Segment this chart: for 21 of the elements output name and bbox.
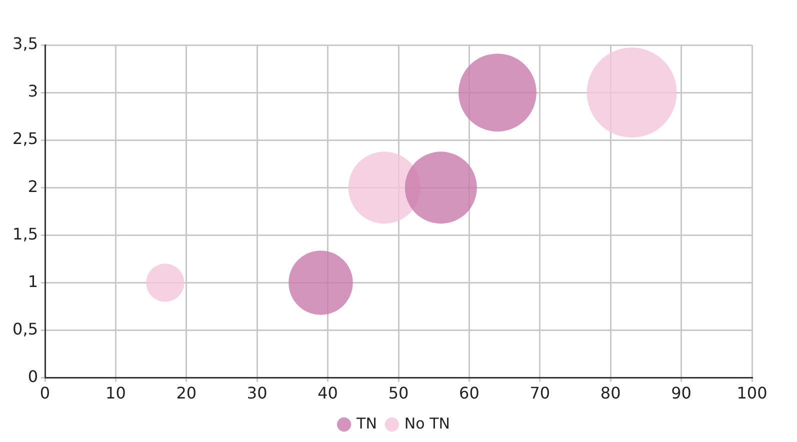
x-tick-label: 20 bbox=[176, 384, 197, 403]
y-tick-label: 3 bbox=[28, 82, 38, 101]
x-tick-label: 40 bbox=[318, 384, 338, 403]
legend-label: No TN bbox=[404, 414, 450, 432]
x-tick-label: 100 bbox=[736, 384, 768, 403]
y-tick-label: 0 bbox=[28, 366, 38, 386]
x-tick-label: 80 bbox=[600, 384, 621, 403]
x-tick-label: 0 bbox=[40, 384, 50, 403]
y-tick-label: 2,5 bbox=[12, 129, 38, 148]
x-tick-label: 50 bbox=[388, 384, 409, 403]
x-tick-label: 70 bbox=[530, 384, 550, 403]
y-tick-label: 0,5 bbox=[12, 319, 38, 338]
x-tick-label: 90 bbox=[671, 384, 692, 403]
y-tick-label: 2 bbox=[28, 176, 38, 196]
x-tick-label: 10 bbox=[106, 384, 126, 403]
legend-label: TN bbox=[356, 414, 377, 432]
y-tick-label: 1,5 bbox=[12, 224, 38, 244]
x-tick-label: 60 bbox=[459, 384, 480, 403]
x-tick-label: 30 bbox=[246, 384, 268, 403]
y-tick-label: 3,5 bbox=[12, 34, 38, 54]
y-tick-label: 1 bbox=[28, 272, 38, 291]
